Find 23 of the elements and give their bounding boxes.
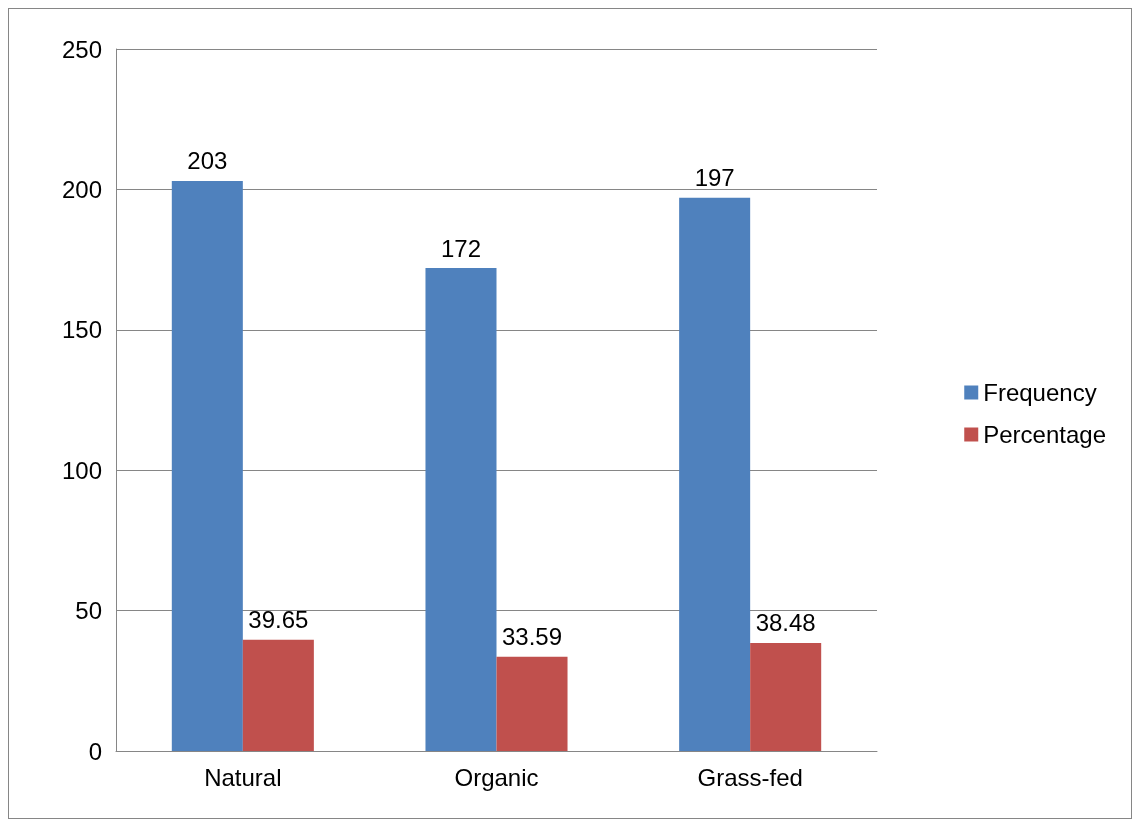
data-label: 38.48 xyxy=(755,609,816,637)
bar xyxy=(750,642,822,751)
y-tick-label: 0 xyxy=(88,737,102,765)
bar xyxy=(171,180,243,751)
bar xyxy=(425,268,497,751)
x-tick-label: Organic xyxy=(454,763,539,791)
y-tick-label: 50 xyxy=(75,597,102,625)
bar xyxy=(679,197,751,751)
data-label: 197 xyxy=(694,164,735,192)
y-tick-label: 150 xyxy=(61,316,102,344)
y-tick-label: 100 xyxy=(61,456,102,484)
legend-label: Frequency xyxy=(983,379,1097,406)
bar xyxy=(242,639,314,751)
bar xyxy=(496,656,568,751)
x-tick-label: Grass-fed xyxy=(697,763,803,791)
data-label: 172 xyxy=(440,234,482,262)
x-tick-label: Natural xyxy=(204,763,282,791)
y-tick-label: 250 xyxy=(61,35,102,63)
data-label: 203 xyxy=(187,147,228,175)
data-label: 33.59 xyxy=(501,623,563,651)
y-tick-label: 200 xyxy=(61,175,102,203)
legend-label: Percentage xyxy=(983,421,1107,448)
data-label: 39.65 xyxy=(248,606,309,634)
